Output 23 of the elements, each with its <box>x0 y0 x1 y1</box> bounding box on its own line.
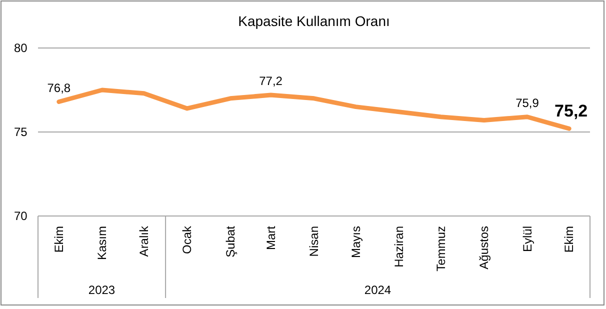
x-tick-label: Eylül <box>520 226 534 252</box>
text: 2024 <box>364 283 392 297</box>
x-tick-label: Şubat <box>223 225 238 258</box>
data-label: 75,9 <box>516 96 540 110</box>
x-tick-label: Aralık <box>136 225 151 257</box>
x-tick-label: Ocak <box>180 225 194 254</box>
x-tick-label: Nisan <box>307 226 321 257</box>
x-tick-label: Ekim <box>52 226 66 253</box>
text: 2023 <box>88 283 116 297</box>
chart-title: Kapasite Kullanım Oranı <box>238 13 390 29</box>
data-label: 75,2 <box>554 102 588 121</box>
x-tick-label: Haziran <box>392 226 406 268</box>
y-tick-label: 75 <box>14 125 28 139</box>
x-tick-label: Temmuz <box>434 226 448 272</box>
x-tick-label: Mayıs <box>348 226 363 258</box>
x-tick-label: Kasım <box>95 226 110 260</box>
y-tick-label: 70 <box>14 209 28 223</box>
x-tick-label: Ekim <box>562 226 576 253</box>
x-tick-label: Ağustos <box>477 226 492 270</box>
y-tick-label: 80 <box>14 41 28 55</box>
x-tick-label: Mart <box>264 225 278 250</box>
data-label: 76,8 <box>47 80 71 95</box>
data-label: 77,2 <box>259 74 283 88</box>
